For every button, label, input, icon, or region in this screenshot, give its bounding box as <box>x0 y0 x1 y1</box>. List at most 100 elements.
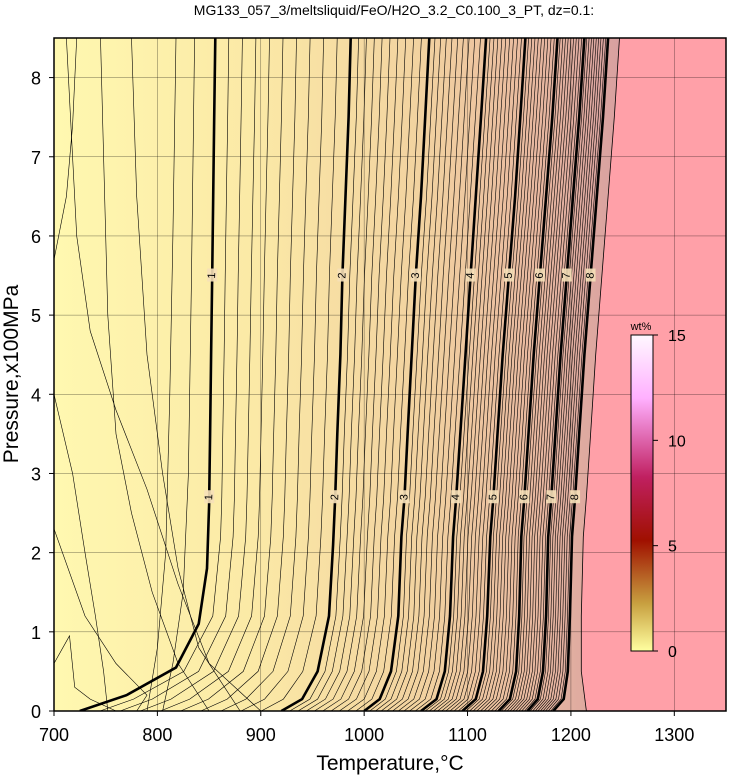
minor-contour <box>322 38 391 711</box>
minor-contour <box>512 38 572 711</box>
major-contour <box>552 38 610 711</box>
minor-contours <box>54 38 607 711</box>
above-liquidus-region <box>581 38 726 711</box>
major-contour <box>420 38 488 711</box>
minor-contour <box>504 38 564 711</box>
minor-contour <box>261 38 338 711</box>
contour-label: 4 <box>450 494 462 501</box>
x-axis-ticks: 700 800 900 1000 1100 1200 1300 <box>39 711 694 745</box>
minor-contour <box>453 38 518 711</box>
contour-label-bg <box>519 490 530 504</box>
x-axis-label: Temperature,°C <box>316 752 463 775</box>
minor-contour <box>347 38 414 711</box>
y-tick-label: 8 <box>31 69 41 89</box>
x-tick-label: 1100 <box>448 725 487 745</box>
minor-contour <box>297 38 367 711</box>
contour-label: 8 <box>569 494 581 501</box>
contour-label: 4 <box>465 272 477 279</box>
minor-contour <box>480 38 542 711</box>
contour-label: 3 <box>398 494 410 501</box>
minor-contour <box>469 38 533 711</box>
minor-contour <box>240 38 324 711</box>
minor-contour <box>535 38 592 711</box>
minor-contour <box>306 38 375 711</box>
x-tick-label: 1200 <box>551 725 591 745</box>
contour-label: 3 <box>410 272 422 279</box>
minor-contour <box>472 38 536 711</box>
contour-label-bg <box>204 490 215 504</box>
major-contours <box>79 38 620 711</box>
minor-contour <box>120 38 243 711</box>
y-axis-ticks: 0 1 2 3 4 5 6 7 8 <box>31 69 54 722</box>
colorbar-gradient <box>630 334 654 652</box>
x-tick-label: 700 <box>39 725 69 745</box>
contour-label-bg <box>585 268 596 282</box>
colorbar-ticks: 0 5 10 15 <box>653 328 686 661</box>
minor-contour <box>524 38 582 711</box>
y-tick-label: 5 <box>31 306 41 326</box>
minor-contour <box>220 38 311 711</box>
colorbar-tick-label: 5 <box>668 539 677 556</box>
minor-contour <box>355 38 422 711</box>
minor-contour <box>429 38 495 711</box>
minor-contour <box>476 38 539 711</box>
minor-contour <box>433 38 499 711</box>
major-contour <box>526 38 586 711</box>
minor-contour <box>54 528 148 711</box>
minor-contour <box>398 38 464 711</box>
x-tick-label: 1300 <box>654 725 694 745</box>
minor-contour <box>491 38 552 711</box>
minor-contour <box>545 38 602 711</box>
minor-contour <box>542 38 599 711</box>
minor-contour <box>445 38 510 711</box>
plot-area: 1 2 3 4 5 6 7 8 1 2 3 4 5 6 7 8 <box>54 38 726 711</box>
plot-frame <box>53 37 727 712</box>
contour-label-bg <box>465 268 476 282</box>
minor-contour <box>515 38 574 711</box>
minor-contour <box>386 38 453 711</box>
minor-contour <box>521 38 580 711</box>
contour-label-bg <box>451 490 462 504</box>
minor-contour <box>509 38 569 711</box>
x-tick-label: 800 <box>142 725 172 745</box>
contour-label-bg <box>488 490 499 504</box>
contour-label-bg <box>410 268 421 282</box>
major-contour <box>363 38 431 711</box>
y-tick-label: 0 <box>31 702 41 722</box>
minor-contour <box>465 38 529 711</box>
minor-contour <box>99 38 230 711</box>
contour-label: 8 <box>584 272 596 279</box>
contour-label: 1 <box>206 272 218 279</box>
colorbar-tick-label: 15 <box>668 328 686 345</box>
minor-contour <box>289 38 359 711</box>
contour-label-bg <box>546 490 557 504</box>
y-tick-label: 7 <box>31 148 41 168</box>
minor-contour <box>160 38 270 711</box>
minor-contour <box>547 38 604 711</box>
minor-contour <box>375 38 441 711</box>
minor-contour <box>494 38 555 711</box>
minor-contour <box>518 38 577 711</box>
minor-contour <box>449 38 514 711</box>
contour-label: 2 <box>336 272 348 279</box>
colorbar: wt% 0 5 10 15 <box>630 321 686 661</box>
y-tick-label: 3 <box>31 464 41 484</box>
colorbar-tick-label: 0 <box>668 644 677 661</box>
contour-label: 6 <box>534 272 546 279</box>
minor-contour <box>425 38 491 711</box>
contour-label-bg <box>503 268 514 282</box>
contour-label-bg <box>399 490 410 504</box>
major-contour <box>461 38 527 711</box>
minor-contour <box>180 38 284 711</box>
minor-contour <box>403 38 470 711</box>
minor-contour <box>369 38 436 711</box>
minor-contour <box>537 38 595 711</box>
contour-label: 2 <box>329 494 341 501</box>
minor-contour <box>415 38 481 711</box>
y-tick-label: 2 <box>31 544 41 564</box>
contour-label-bg <box>534 268 545 282</box>
minor-contour <box>339 38 406 711</box>
minor-contour <box>54 394 109 711</box>
contour-label-bg <box>561 268 572 282</box>
